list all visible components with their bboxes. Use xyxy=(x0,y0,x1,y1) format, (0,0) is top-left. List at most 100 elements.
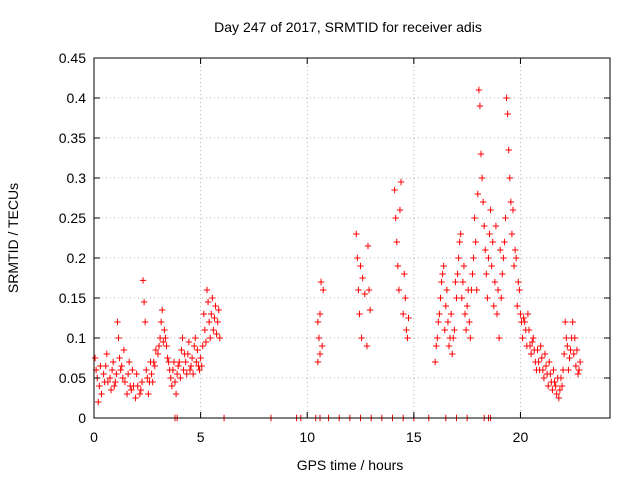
data-point xyxy=(139,277,147,284)
y-axis-label: SRMTID / TECUs xyxy=(5,183,21,293)
data-point xyxy=(119,374,126,382)
data-point xyxy=(496,246,504,254)
data-point xyxy=(187,362,195,370)
data-point xyxy=(558,382,566,390)
data-point xyxy=(541,350,549,358)
data-point xyxy=(505,146,512,154)
data-point xyxy=(473,286,480,294)
data-point xyxy=(317,278,325,286)
data-point xyxy=(530,334,537,342)
data-point xyxy=(463,302,471,310)
data-point xyxy=(164,354,171,362)
data-point xyxy=(437,294,444,302)
data-point xyxy=(469,270,476,278)
data-point xyxy=(483,270,490,278)
data-point xyxy=(115,334,122,342)
data-point xyxy=(399,310,407,318)
data-point xyxy=(107,386,115,394)
data-point xyxy=(482,246,489,254)
data-point xyxy=(479,198,487,206)
data-point xyxy=(553,390,560,398)
data-point xyxy=(141,318,149,326)
data-point xyxy=(454,270,461,278)
data-point xyxy=(117,366,124,374)
data-point xyxy=(198,362,205,370)
data-point xyxy=(209,294,216,302)
data-point xyxy=(208,310,215,318)
data-point xyxy=(113,370,120,378)
data-point xyxy=(159,306,166,314)
data-point xyxy=(459,278,467,286)
data-point xyxy=(106,374,114,382)
data-point xyxy=(136,390,144,398)
data-point xyxy=(447,310,455,318)
data-point xyxy=(181,350,188,358)
data-point xyxy=(182,358,189,366)
data-point xyxy=(155,342,163,350)
data-point xyxy=(562,318,569,326)
data-point xyxy=(480,222,488,230)
data-point xyxy=(440,262,447,270)
x-tick-label: 15 xyxy=(406,429,422,445)
data-point xyxy=(179,334,186,342)
data-point xyxy=(574,370,582,378)
data-point xyxy=(154,350,162,358)
data-point xyxy=(160,338,167,346)
data-point xyxy=(354,254,361,262)
data-point xyxy=(565,366,572,374)
data-point xyxy=(188,354,196,362)
data-point xyxy=(490,302,497,310)
data-point xyxy=(544,382,552,390)
plot-frame xyxy=(93,57,611,419)
data-point xyxy=(546,358,553,366)
data-point xyxy=(460,262,468,270)
data-point xyxy=(166,366,173,374)
data-point xyxy=(450,334,457,342)
data-point xyxy=(502,214,509,222)
data-point xyxy=(140,298,148,306)
x-axis-label: GPS time / hours xyxy=(297,457,404,473)
data-point xyxy=(520,314,527,322)
data-point xyxy=(396,206,404,214)
data-point xyxy=(441,326,448,334)
data-point xyxy=(134,382,141,390)
y-tick-label: 0.45 xyxy=(59,50,86,66)
data-point xyxy=(494,286,502,294)
data-point xyxy=(524,310,532,318)
data-point xyxy=(543,370,551,378)
data-point xyxy=(194,346,201,354)
data-point xyxy=(404,334,411,342)
data-point xyxy=(569,318,576,326)
data-point xyxy=(518,318,525,326)
data-point xyxy=(357,262,364,270)
data-point xyxy=(526,342,534,350)
data-point xyxy=(391,186,398,194)
data-point xyxy=(149,378,156,386)
data-point xyxy=(434,334,441,342)
data-point xyxy=(392,214,399,222)
data-point xyxy=(358,334,365,342)
data-point xyxy=(575,366,583,374)
data-point xyxy=(451,326,458,334)
data-point xyxy=(162,334,169,342)
data-point xyxy=(316,350,324,358)
data-point xyxy=(403,326,410,334)
data-point xyxy=(466,318,473,326)
data-point xyxy=(196,366,203,374)
data-point xyxy=(178,346,185,354)
data-point xyxy=(120,346,128,354)
data-point xyxy=(571,334,579,342)
data-point xyxy=(554,374,561,382)
data-point xyxy=(95,398,102,406)
data-point xyxy=(491,278,499,286)
data-point xyxy=(361,290,368,298)
data-point xyxy=(161,326,168,334)
data-point xyxy=(475,86,483,94)
data-point xyxy=(365,286,373,294)
data-point xyxy=(205,318,213,326)
data-point xyxy=(395,286,403,294)
data-point xyxy=(192,334,199,342)
data-point xyxy=(486,230,493,238)
data-point xyxy=(320,286,327,294)
data-point xyxy=(493,310,501,318)
